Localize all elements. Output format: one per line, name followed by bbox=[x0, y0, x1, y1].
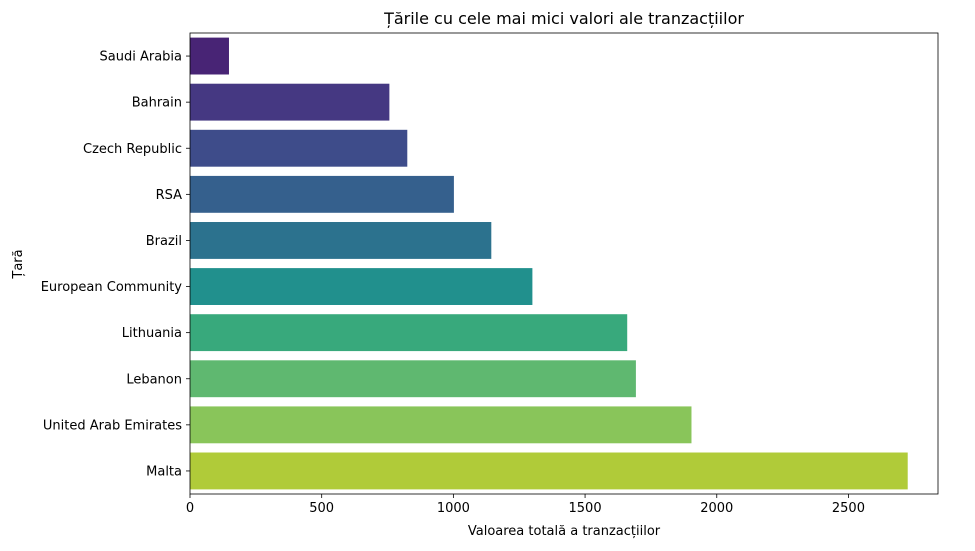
bar-european-community bbox=[190, 268, 533, 305]
x-tick-label: 1500 bbox=[569, 501, 602, 516]
x-tick-label: 0 bbox=[186, 501, 194, 516]
y-axis-label: Țară bbox=[11, 249, 26, 279]
y-tick-label: Brazil bbox=[146, 234, 182, 249]
bar-czech-republic bbox=[190, 129, 408, 167]
y-tick-label: Lithuania bbox=[122, 326, 182, 341]
bar-bahrain bbox=[190, 83, 390, 121]
y-tick-label: Bahrain bbox=[132, 96, 182, 111]
x-axis-ticks: 0 500 1000 1500 2000 2500 bbox=[186, 494, 865, 516]
bar-brazil bbox=[190, 222, 492, 259]
bar-rsa bbox=[190, 175, 454, 213]
x-tick-label: 500 bbox=[309, 501, 334, 516]
y-tick-label: Czech Republic bbox=[83, 142, 182, 157]
y-tick-label: RSA bbox=[156, 188, 183, 203]
y-tick-label: United Arab Emirates bbox=[43, 418, 182, 433]
y-tick-label: Saudi Arabia bbox=[100, 50, 183, 65]
y-axis-ticks: Saudi Arabia Bahrain Czech Republic RSA Braz… bbox=[41, 50, 190, 479]
y-tick-label: Lebanon bbox=[126, 372, 182, 387]
y-tick-label: European Community bbox=[41, 280, 183, 295]
bar-lithuania bbox=[190, 314, 628, 352]
bar-malta bbox=[190, 452, 908, 490]
y-tick-label: Malta bbox=[146, 464, 182, 479]
bar-united-arab-emirates bbox=[190, 406, 692, 444]
bars bbox=[190, 37, 908, 490]
x-tick-label: 2500 bbox=[832, 501, 865, 516]
chart-title: Țările cu cele mai mici valori ale tranz… bbox=[383, 9, 744, 28]
bar-saudi-arabia bbox=[190, 37, 229, 75]
bar-lebanon bbox=[190, 360, 636, 398]
x-tick-label: 1000 bbox=[437, 501, 470, 516]
x-tick-label: 2000 bbox=[700, 501, 733, 516]
plot-area-frame bbox=[189, 32, 939, 495]
x-axis-label: Valoarea totală a tranzacțiilor bbox=[468, 524, 661, 539]
